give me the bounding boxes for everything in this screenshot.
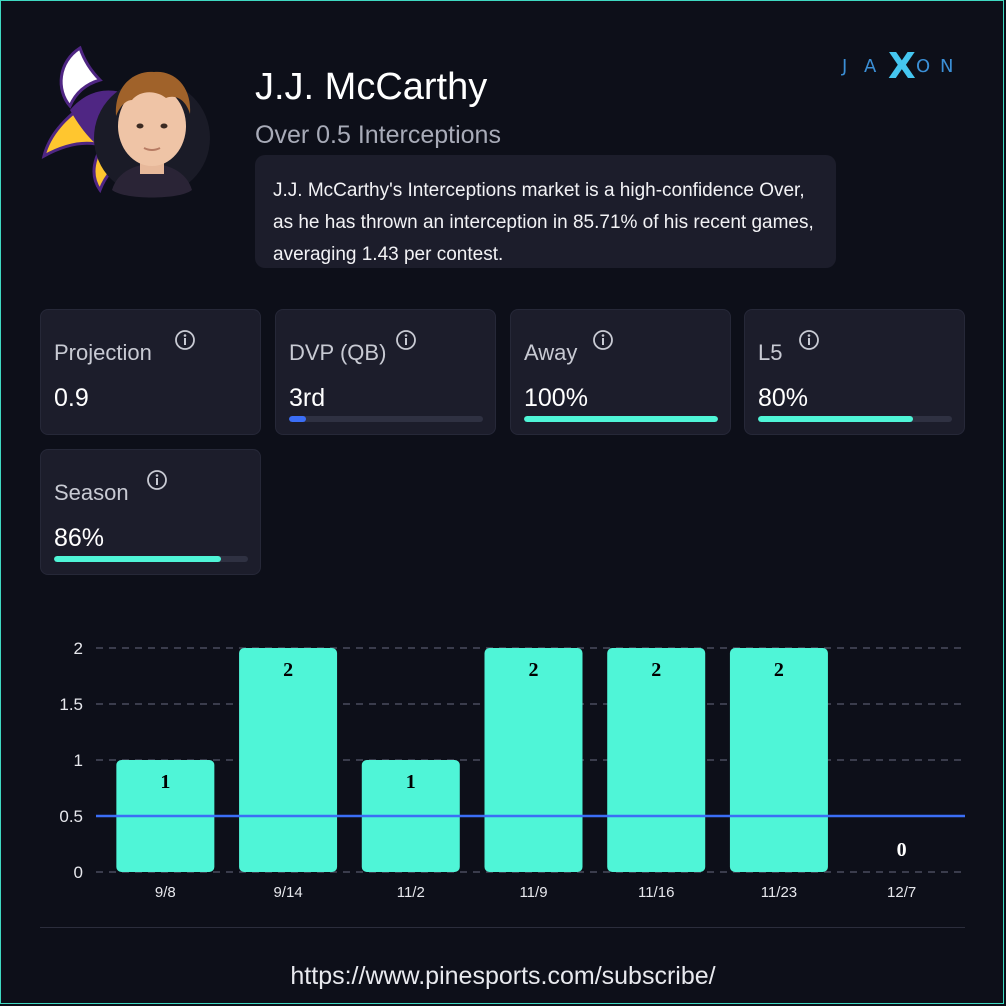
y-tick-label: 1 bbox=[74, 751, 83, 770]
stat-value: 100% bbox=[524, 384, 588, 412]
stat-value: 0.9 bbox=[54, 384, 89, 412]
player-avatar bbox=[40, 40, 210, 200]
y-tick-label: 2 bbox=[74, 639, 83, 658]
logo-letter-o: O bbox=[916, 56, 930, 77]
chart-bar bbox=[239, 648, 338, 872]
logo-letter-j: J bbox=[841, 56, 849, 77]
stat-value: 80% bbox=[758, 384, 809, 412]
stat-label: L5 bbox=[758, 340, 783, 365]
data-label: 2 bbox=[774, 659, 784, 681]
logo-letter-n: N bbox=[940, 56, 953, 77]
y-tick-label: 0 bbox=[74, 863, 83, 882]
stat-card-away: Away 100% bbox=[510, 309, 731, 435]
info-icon[interactable] bbox=[798, 329, 820, 351]
x-tick-label: 9/8 bbox=[155, 884, 176, 901]
y-tick-label: 0.5 bbox=[59, 807, 83, 826]
stat-value: 3rd bbox=[289, 384, 326, 412]
data-label: 2 bbox=[529, 659, 539, 681]
progress-track bbox=[289, 416, 483, 422]
progress-track bbox=[758, 416, 952, 422]
market-title: Over 0.5 Interceptions bbox=[255, 121, 501, 149]
stat-card-dvp: DVP (QB) 3rd bbox=[275, 309, 496, 435]
summary-text: J.J. McCarthy's Interceptions market is … bbox=[273, 180, 814, 265]
stat-label: DVP (QB) bbox=[289, 340, 387, 365]
x-tick-label: 11/23 bbox=[761, 884, 797, 901]
progress-track bbox=[524, 416, 718, 422]
data-label: 2 bbox=[283, 659, 293, 681]
headshot-icon bbox=[94, 71, 210, 198]
stat-card-projection: Projection 0.9 bbox=[40, 309, 261, 435]
stat-card-season: Season 86% bbox=[40, 449, 261, 575]
progress-fill bbox=[758, 416, 914, 422]
progress-fill bbox=[524, 416, 718, 422]
stat-label: Season bbox=[54, 480, 129, 505]
interceptions-bar-chart: 0 0.5 1 1.5 2 1 9/8 2 9/14 1 11/2 2 11/9 2 11/16 2 11/23… bbox=[59, 639, 965, 901]
progress-fill bbox=[54, 556, 221, 562]
jaxon-logo: J A X O N bbox=[840, 42, 964, 87]
x-tick-label: 11/2 bbox=[397, 884, 425, 901]
logo-letter-x: X bbox=[888, 46, 916, 86]
data-label: 2 bbox=[651, 659, 661, 681]
footer-divider bbox=[40, 927, 965, 928]
progress-track bbox=[54, 556, 248, 562]
info-icon[interactable] bbox=[174, 329, 196, 351]
data-label: 1 bbox=[160, 771, 170, 793]
stat-label: Away bbox=[524, 340, 578, 365]
chart-bar bbox=[484, 648, 583, 872]
info-icon[interactable] bbox=[395, 329, 417, 351]
data-label: 1 bbox=[406, 771, 416, 793]
chart-bar bbox=[607, 648, 706, 872]
chart-bar bbox=[729, 648, 828, 872]
subscribe-link[interactable]: https://www.pinesports.com/subscribe/ bbox=[290, 962, 716, 990]
y-tick-label: 1.5 bbox=[59, 695, 83, 714]
x-tick-label: 12/7 bbox=[887, 884, 916, 901]
x-tick-label: 11/16 bbox=[638, 884, 674, 901]
stat-value: 86% bbox=[54, 524, 105, 552]
x-tick-label: 9/14 bbox=[273, 884, 302, 901]
x-tick-label: 11/9 bbox=[519, 884, 547, 901]
summary-box: J.J. McCarthy's Interceptions market is … bbox=[255, 155, 836, 268]
stat-label: Projection bbox=[54, 340, 152, 365]
player-name: J.J. McCarthy bbox=[255, 66, 488, 108]
info-icon[interactable] bbox=[146, 469, 168, 491]
logo-letter-a: A bbox=[864, 56, 877, 77]
data-label: 0 bbox=[897, 839, 907, 861]
info-icon[interactable] bbox=[592, 329, 614, 351]
stat-card-l5: L5 80% bbox=[744, 309, 965, 435]
progress-fill bbox=[289, 416, 307, 422]
